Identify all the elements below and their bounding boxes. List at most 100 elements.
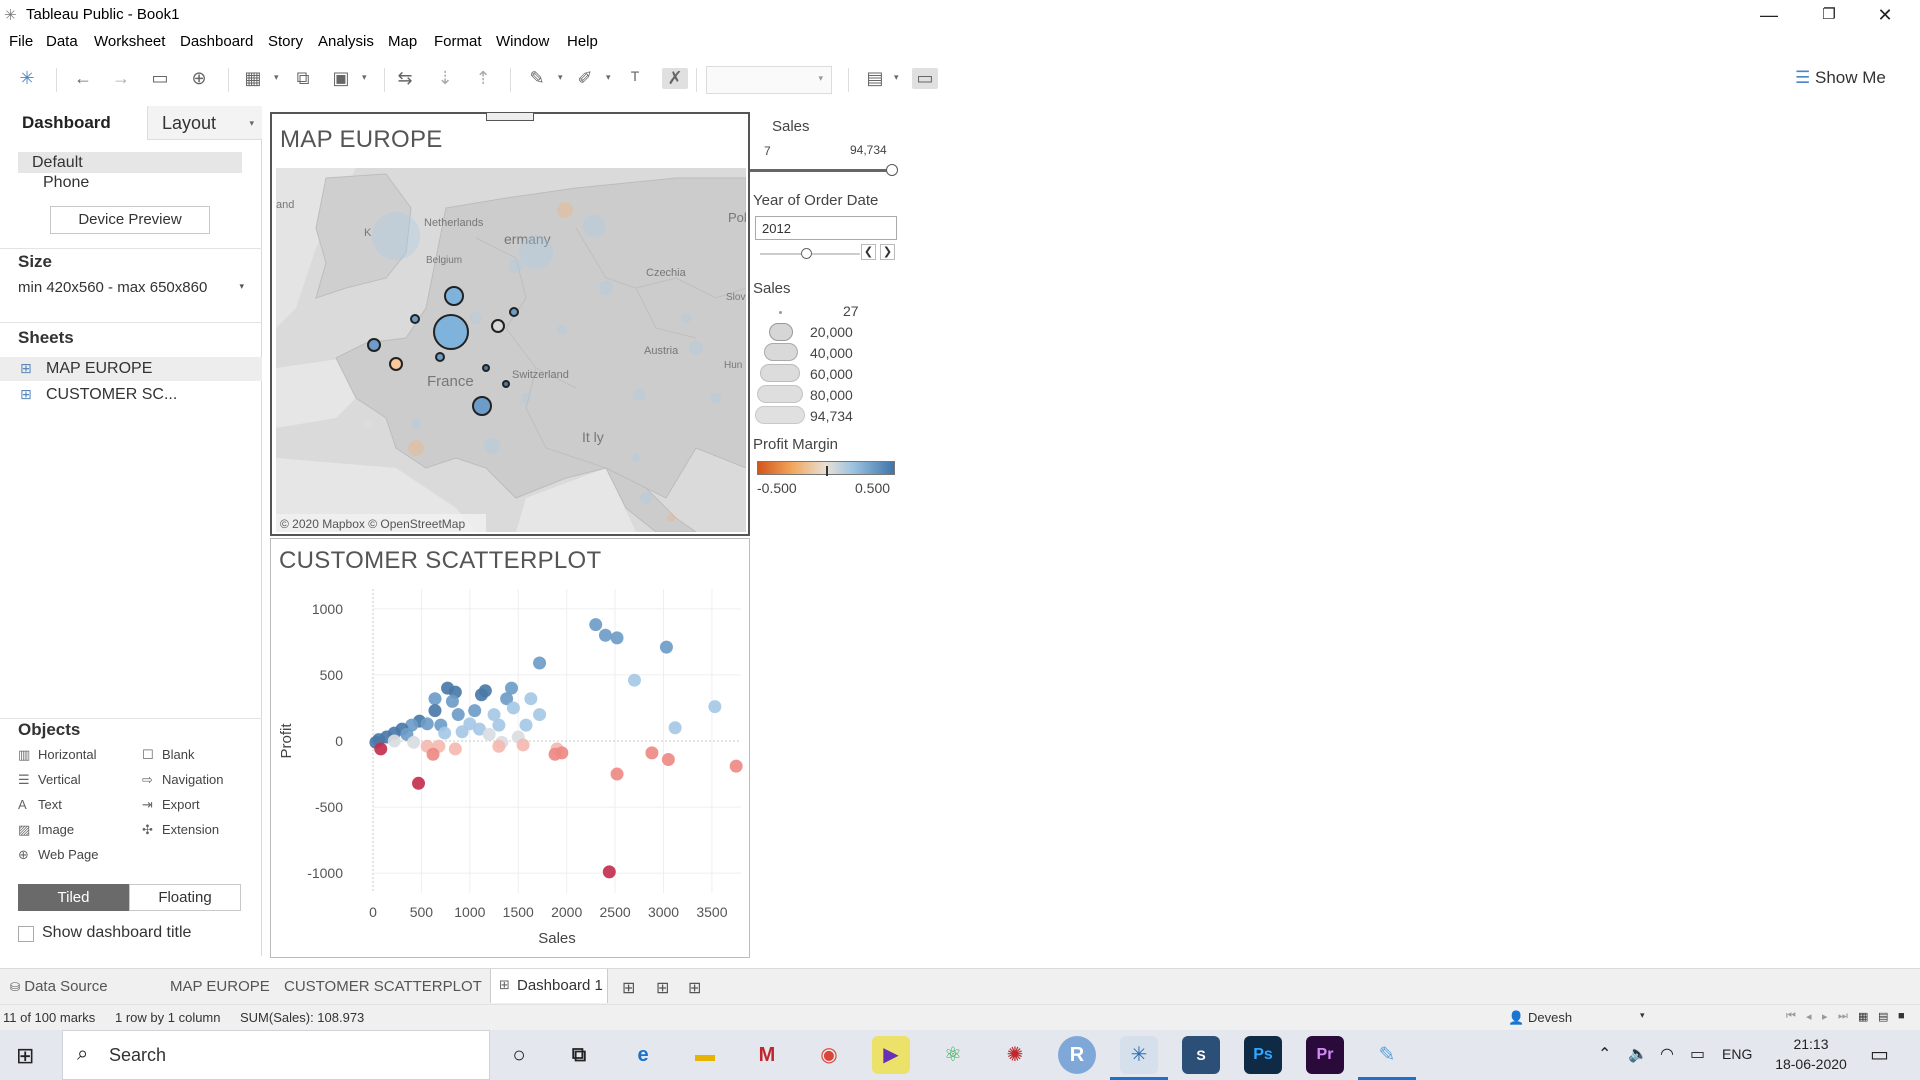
close-button[interactable]: ✕ [1877, 5, 1893, 25]
chevron-down-icon[interactable]: ▾ [274, 72, 279, 82]
map-mark-selected[interactable] [433, 314, 469, 350]
scatter-points[interactable] [369, 618, 743, 879]
year-slider-handle[interactable] [801, 248, 812, 259]
scatter-point[interactable] [506, 701, 520, 715]
minimize-button[interactable]: — [1760, 5, 1778, 25]
app-icon[interactable]: ✺ [1006, 1044, 1024, 1066]
show-me-button[interactable]: ☰ Show Me [1795, 68, 1886, 88]
sales-range-slider[interactable] [750, 169, 892, 172]
menu-file[interactable]: File [9, 33, 34, 50]
scatter-point[interactable] [610, 767, 624, 781]
prev-page-icon[interactable]: ◂ [1806, 1011, 1812, 1023]
map-mark[interactable] [640, 492, 652, 504]
map-mark[interactable] [599, 281, 613, 295]
battery-icon[interactable]: ▭ [1690, 1046, 1706, 1063]
list-view-icon[interactable]: ▤ [1878, 1011, 1889, 1023]
tab-layout[interactable]: Layout ▾ [147, 106, 262, 140]
object-text[interactable]: A Text [18, 797, 62, 812]
duplicate-sheet-icon[interactable]: ⧉ [296, 68, 310, 88]
drag-handle[interactable] [486, 113, 534, 121]
file-explorer-icon[interactable]: ▬ [695, 1044, 715, 1066]
object-horizontal[interactable]: ▥ Horizontal [18, 747, 97, 763]
menu-format[interactable]: Format [434, 33, 482, 50]
scatter-point[interactable] [500, 692, 514, 706]
chevron-down-icon[interactable]: ▾ [558, 72, 563, 82]
sales-range-handle[interactable] [886, 164, 898, 176]
chevron-up-icon[interactable]: ⌃ [1598, 1046, 1612, 1063]
tab-dashboard[interactable]: Dashboard [0, 106, 146, 140]
swap-icon[interactable]: ⇆ [397, 68, 413, 88]
sort-descending-icon[interactable]: ⇡ [475, 68, 491, 88]
year-prev-button[interactable]: ❮ [861, 244, 876, 260]
first-page-icon[interactable]: ⏮ [1786, 1010, 1796, 1022]
show-title-checkbox[interactable] [18, 926, 34, 942]
grid-view-icon[interactable]: ▦ [1858, 1011, 1869, 1023]
scatter-point[interactable] [428, 692, 442, 706]
wifi-icon[interactable]: ◠ [1660, 1046, 1674, 1063]
scatter-point[interactable] [474, 688, 488, 702]
scatter-point[interactable] [492, 718, 506, 732]
object-image[interactable]: ▨ Image [18, 822, 74, 838]
cortana-icon[interactable]: ○ [512, 1042, 526, 1067]
map-mark[interactable] [681, 313, 691, 323]
presentation-mode-icon[interactable]: ▭ [912, 68, 938, 89]
edge-icon[interactable]: e [637, 1044, 649, 1066]
map-mark-selected[interactable] [410, 314, 420, 324]
task-view-icon[interactable]: ⧉ [571, 1044, 587, 1066]
map-mark[interactable] [411, 419, 421, 429]
map-mark[interactable] [509, 259, 523, 273]
object-blank[interactable]: ☐ Blank [142, 747, 195, 763]
scatter-point[interactable] [468, 704, 482, 718]
scatter-point[interactable] [708, 700, 722, 714]
language-indicator[interactable]: ENG [1722, 1046, 1753, 1062]
scatter-point[interactable] [555, 746, 569, 760]
scatter-point[interactable] [426, 747, 440, 761]
tab-data-source[interactable]: ⛁ Data Source [10, 978, 108, 995]
scatter-point[interactable] [610, 631, 624, 645]
scatter-point[interactable] [455, 725, 469, 739]
new-dashboard-icon[interactable]: ⊞ [656, 980, 670, 997]
map-mark-selected[interactable] [435, 352, 445, 362]
show-labels-icon[interactable]: T [630, 68, 640, 84]
clock-date[interactable]: 18-06-2020 [1775, 1056, 1847, 1072]
map-mark-selected[interactable] [367, 338, 381, 352]
tableau-home-icon[interactable]: ✳ [19, 68, 35, 88]
map-mark[interactable] [667, 514, 675, 522]
map-mark[interactable] [470, 312, 482, 324]
object-extension[interactable]: ✣ Extension [142, 822, 219, 838]
sort-ascending-icon[interactable]: ⇣ [437, 68, 453, 88]
map-mark-selected[interactable] [389, 357, 403, 371]
scatter-point[interactable] [451, 708, 465, 722]
object-vertical[interactable]: ☰ Vertical [18, 772, 81, 788]
map-mark[interactable] [372, 212, 420, 260]
scatter-point[interactable] [438, 726, 452, 740]
scatter-point[interactable] [482, 727, 496, 741]
scatter-point[interactable] [516, 738, 530, 752]
highlight-icon[interactable]: ✎ [529, 68, 545, 88]
volume-icon[interactable]: 🔈 [1628, 1046, 1648, 1063]
scatter-point[interactable] [492, 739, 506, 753]
size-dropdown[interactable]: min 420x560 - max 650x860 ▾ [18, 279, 244, 301]
menu-analysis[interactable]: Analysis [318, 33, 374, 50]
map-mark[interactable] [633, 389, 645, 401]
map-mark[interactable] [363, 419, 373, 429]
scatter-point[interactable] [412, 776, 426, 790]
object-export[interactable]: ⇥ Export [142, 797, 200, 813]
menu-worksheet[interactable]: Worksheet [94, 33, 166, 50]
paint-icon[interactable]: ✎ [1378, 1044, 1396, 1066]
map-europe-view[interactable]: MAP EUROPE Netherlands ermany Belgium Cz… [270, 112, 750, 536]
new-worksheet-icon[interactable]: ▦ [244, 68, 262, 88]
scatter-point[interactable] [387, 734, 401, 748]
photoshop-icon[interactable]: Ps [1244, 1036, 1282, 1074]
save-icon[interactable]: ▭ [151, 68, 169, 88]
map-mark-selected[interactable] [482, 364, 490, 372]
scatter-point[interactable] [420, 717, 434, 731]
scatter-point[interactable] [598, 628, 612, 642]
menu-dashboard[interactable]: Dashboard [180, 33, 254, 50]
scatter-point[interactable] [668, 721, 682, 735]
undo-icon[interactable]: ← [74, 68, 92, 88]
map-mark-selected[interactable] [491, 319, 505, 333]
tab-map-europe[interactable]: MAP EUROPE [170, 978, 270, 995]
scatter-point[interactable] [445, 694, 459, 708]
scatter-point[interactable] [602, 865, 616, 879]
